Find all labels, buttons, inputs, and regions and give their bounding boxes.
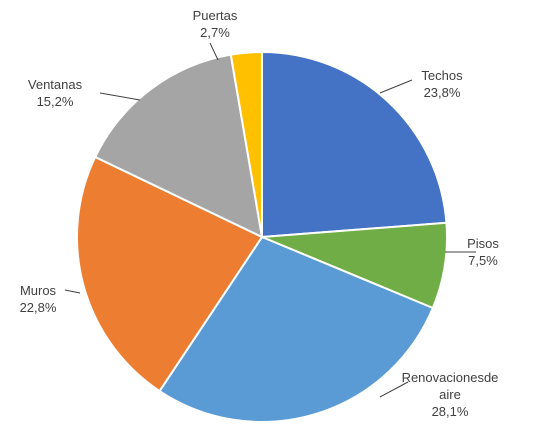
data-label-value: 22,8% <box>20 300 57 315</box>
leader-line <box>99 92 141 101</box>
leader-line <box>379 381 409 398</box>
leader-lines <box>64 42 476 398</box>
data-label-value: 2,7% <box>200 25 230 40</box>
data-label-category: Renovacionesde <box>402 370 499 385</box>
data-labels: Techos 23,8% Pisos 7,5% Renovacionesde aire 28… <box>20 8 500 419</box>
data-label-category: Pisos <box>467 236 499 251</box>
data-label-value: 23,8% <box>424 85 461 100</box>
data-label: Pisos 7,5% <box>467 236 499 268</box>
data-label-category: aire <box>439 387 461 402</box>
data-label: Renovacionesde aire 28,1% <box>402 370 499 419</box>
pie-slices <box>76 50 448 423</box>
data-label-value: 28,1% <box>432 404 469 419</box>
data-label-category: Puertas <box>193 8 238 23</box>
pie-slice-puertas <box>229 50 263 238</box>
leader-line <box>64 289 81 294</box>
data-label-value: 7,5% <box>468 253 498 268</box>
leader-line <box>379 79 413 94</box>
data-label-category: Ventanas <box>28 77 83 92</box>
data-label: Muros 22,8% <box>20 283 57 315</box>
data-label: Techos 23,8% <box>421 68 463 100</box>
leader-line <box>209 42 219 61</box>
data-label-category: Muros <box>20 283 57 298</box>
pie-slice-renovacionesde-aire <box>158 235 435 423</box>
data-label: Ventanas 15,2% <box>28 77 83 109</box>
data-label-value: 15,2% <box>37 94 74 109</box>
data-label-category: Techos <box>421 68 463 83</box>
pie-slice-techos <box>261 50 448 239</box>
data-label: Puertas 2,7% <box>193 8 238 40</box>
